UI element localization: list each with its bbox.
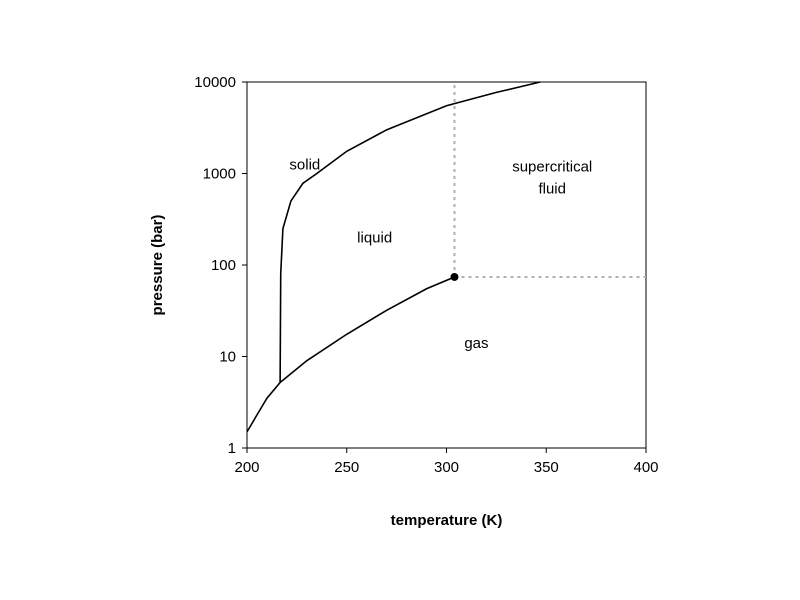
sublimation-line xyxy=(246,381,281,433)
plot-frame xyxy=(246,81,647,449)
x-axis: 200 250 300 350 400 xyxy=(234,448,659,476)
series-layer xyxy=(246,81,646,433)
x-tick-label: 400 xyxy=(633,459,658,476)
x-tick-label: 300 xyxy=(434,459,459,476)
y-tick-label: 100 xyxy=(211,257,236,274)
melting-line xyxy=(279,81,541,383)
x-axis-title: temperature (K) xyxy=(391,512,503,529)
supercritical-region-label: supercritical xyxy=(512,159,592,176)
liquid-region-label: liquid xyxy=(357,229,392,246)
points-layer xyxy=(450,272,459,281)
vaporization-line xyxy=(279,276,455,384)
x-tick-label: 200 xyxy=(234,459,259,476)
y-axis: 1 10 100 1000 10000 xyxy=(194,74,247,457)
y-tick-label: 1 xyxy=(228,440,236,457)
x-tick-label: 250 xyxy=(334,459,359,476)
plot-border xyxy=(246,81,647,449)
y-axis-title: pressure (bar) xyxy=(149,215,166,316)
gas-region-label: gas xyxy=(464,335,488,352)
y-tick-label: 10 xyxy=(219,349,236,366)
y-tick-label: 10000 xyxy=(194,74,236,91)
solid-region-label: solid xyxy=(289,157,320,174)
y-tick-label: 1000 xyxy=(203,166,236,183)
critical-point-marker xyxy=(450,272,459,281)
annotation-layer: solid liquid supercritical fluid gas xyxy=(289,157,592,352)
x-tick-label: 350 xyxy=(534,459,559,476)
supercritical-region-label: fluid xyxy=(538,181,566,198)
